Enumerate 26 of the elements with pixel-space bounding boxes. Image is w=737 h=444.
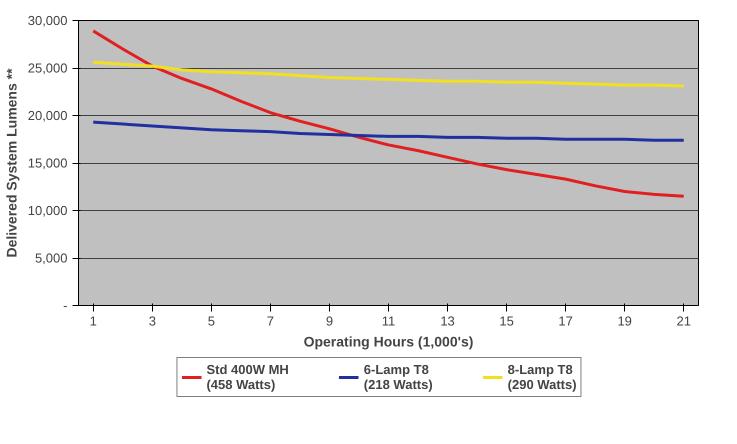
y-tick-label: 15,000 <box>28 156 68 170</box>
x-tick-label: 11 <box>382 314 396 328</box>
x-tick-label: 1 <box>90 314 97 328</box>
line-series <box>92 29 686 198</box>
y-tick-label: 25,000 <box>28 60 68 76</box>
x-tick-label: 13 <box>440 314 455 328</box>
x-axis-title: Operating Hours (1,000's) <box>304 334 474 350</box>
y-axis-title: Delivered System Lumens ** <box>4 68 20 258</box>
y-tick-label: 20,000 <box>28 108 68 123</box>
y-tick-label: 30,000 <box>28 13 68 28</box>
legend-label: 6-Lamp T8 (218 Watts) <box>364 362 433 392</box>
x-tick-label: 9 <box>326 314 334 328</box>
line-series <box>92 120 686 142</box>
y-tick-label: - <box>63 298 68 313</box>
x-tick-label: 19 <box>617 314 632 328</box>
x-tick-label: 17 <box>558 314 573 328</box>
legend-label: 8-Lamp T8 (290 Watts) <box>508 362 577 392</box>
y-tick-label: 5,000 <box>34 250 68 266</box>
x-tick-label: 5 <box>208 314 215 328</box>
x-tick-label: 7 <box>266 314 274 328</box>
x-tick-label: 21 <box>676 314 691 328</box>
x-tick-label: 3 <box>148 314 156 328</box>
y-tick-label: 10,000 <box>28 203 68 218</box>
line-series <box>92 60 686 88</box>
legend-label: Std 400W MH (458 Watts) <box>206 362 289 392</box>
x-tick-label: 15 <box>499 314 514 328</box>
